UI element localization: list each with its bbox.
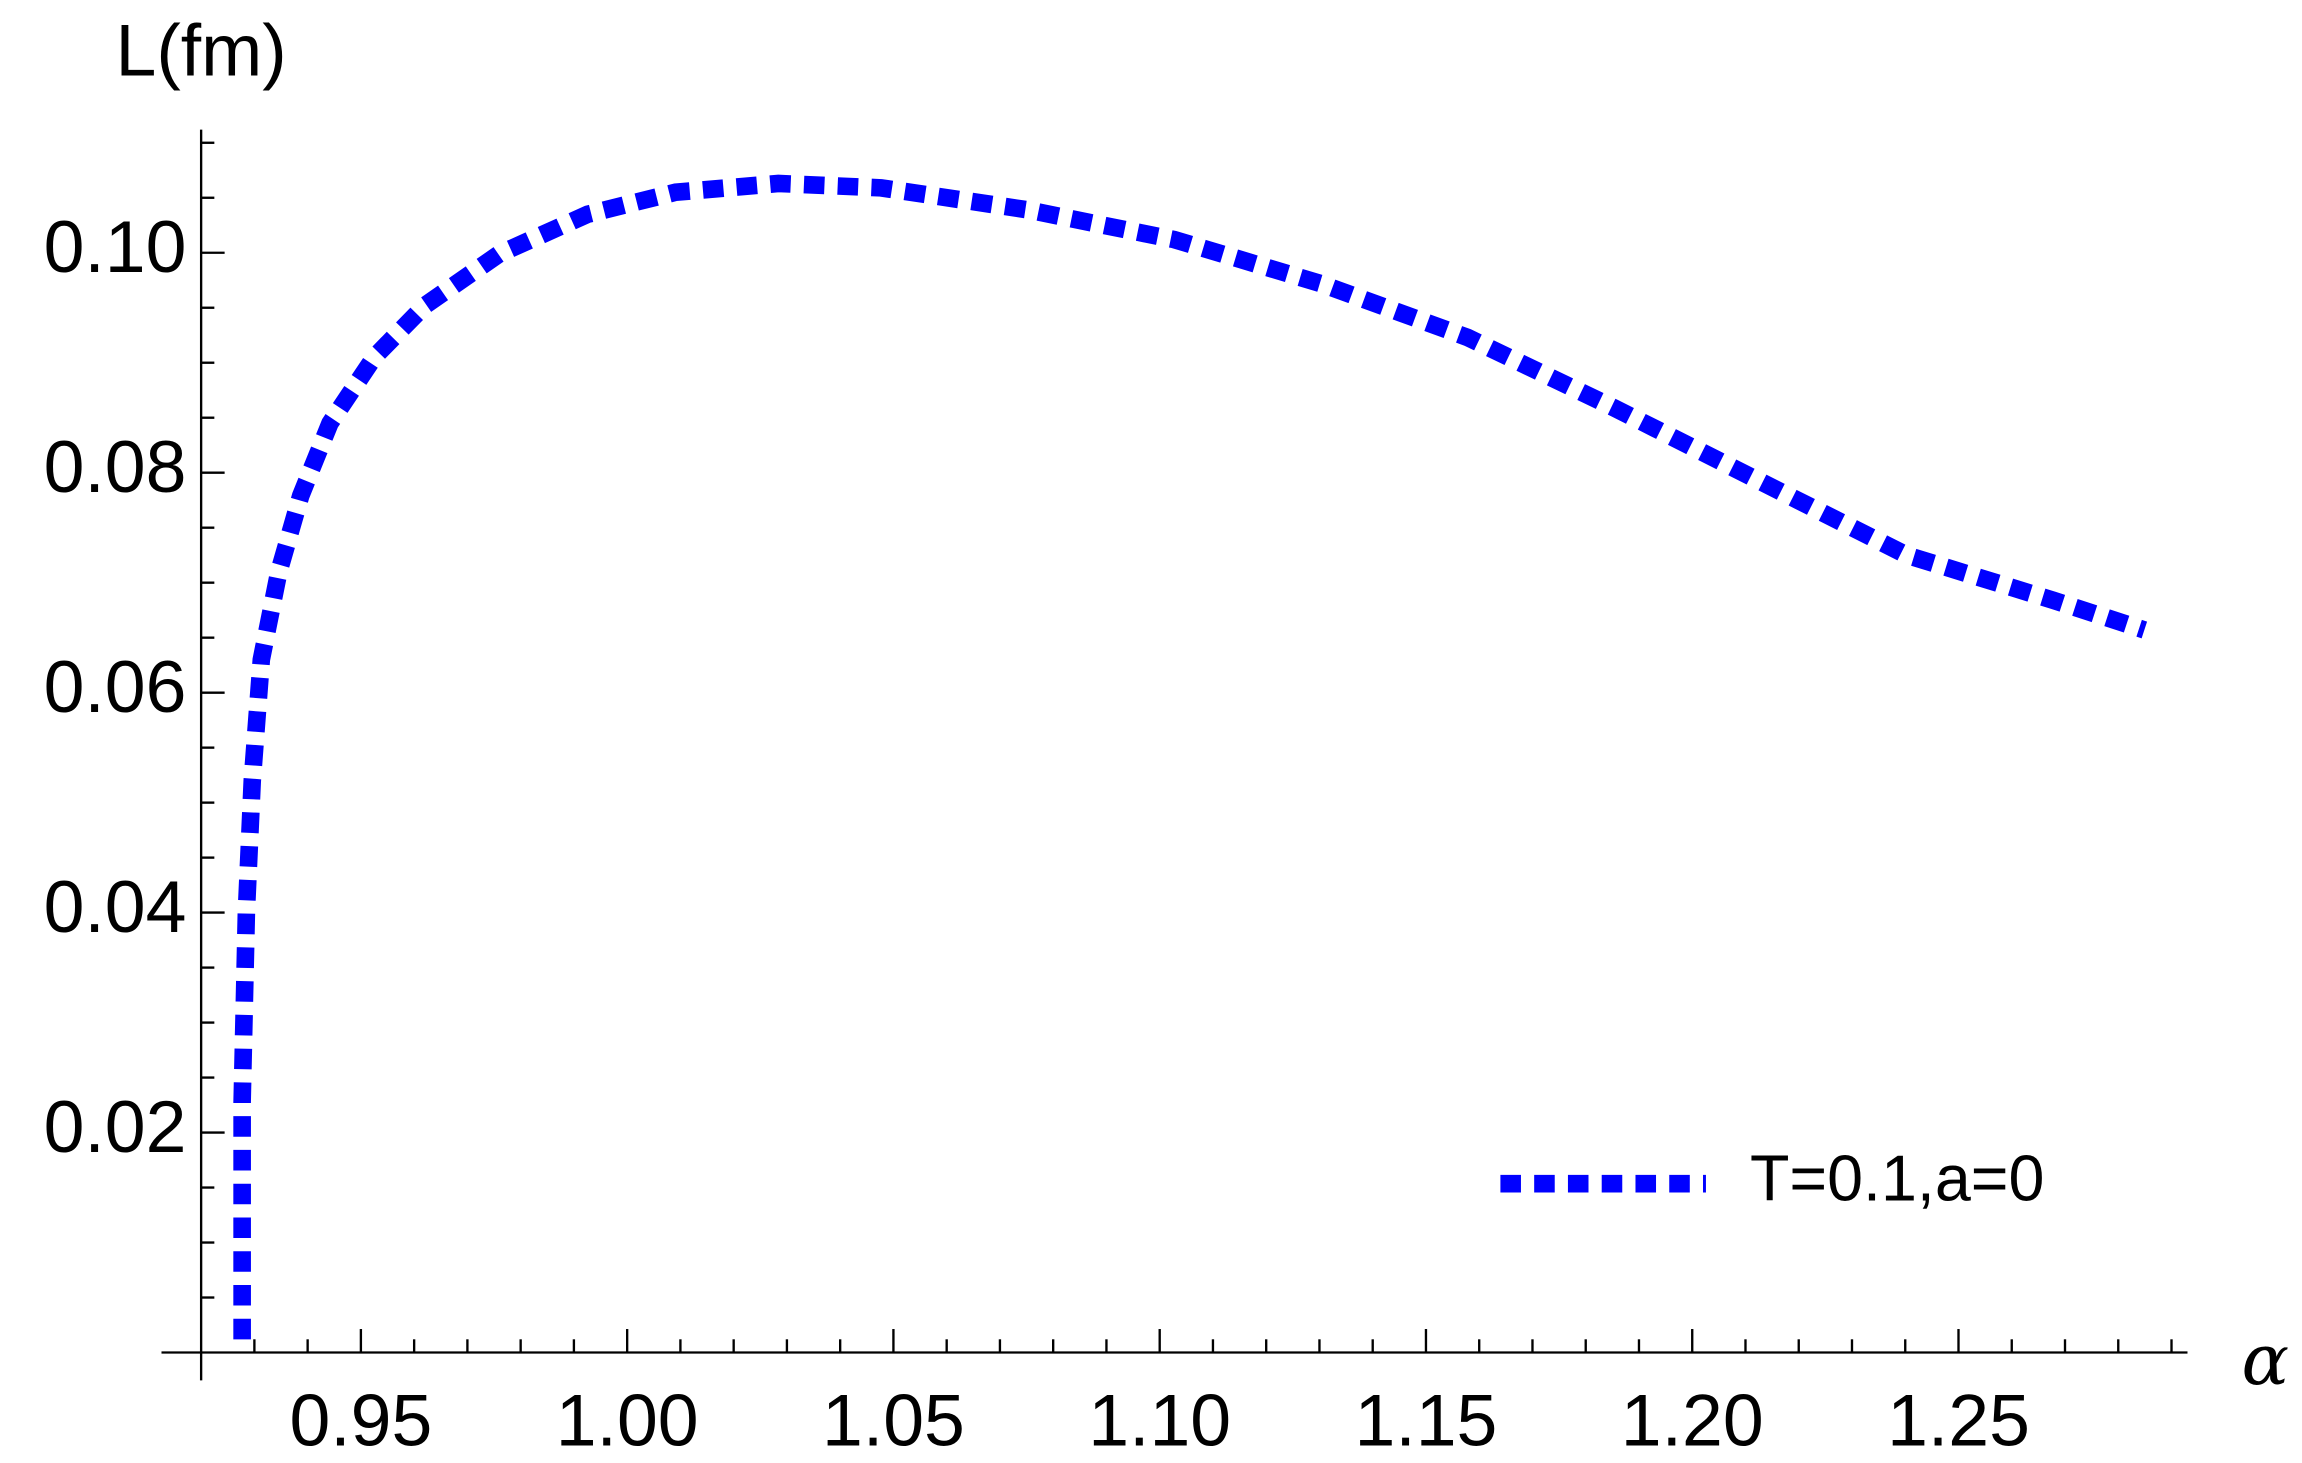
x-tick-label: 0.95 bbox=[289, 1379, 432, 1461]
x-axis-label: α bbox=[2242, 1319, 2290, 1401]
y-tick-label: 0.10 bbox=[44, 206, 187, 288]
legend-label: T=0.1,a=0 bbox=[1750, 1143, 2044, 1215]
y-tick-label: 0.02 bbox=[44, 1086, 187, 1168]
x-tick-label: 1.20 bbox=[1621, 1379, 1764, 1461]
x-tick-label: 1.00 bbox=[556, 1379, 699, 1461]
data-line bbox=[233, 174, 2148, 1340]
y-tick-label: 0.06 bbox=[44, 646, 187, 728]
y-tick-label: 0.04 bbox=[44, 866, 187, 948]
x-tick-label: 1.25 bbox=[1887, 1379, 2030, 1461]
x-tick-label: 1.15 bbox=[1355, 1379, 1498, 1461]
x-tick-label: 1.10 bbox=[1088, 1379, 1231, 1461]
y-tick-label: 0.08 bbox=[44, 426, 187, 508]
x-tick-label: 1.05 bbox=[822, 1379, 965, 1461]
y-axis-label: L(fm) bbox=[116, 10, 287, 92]
